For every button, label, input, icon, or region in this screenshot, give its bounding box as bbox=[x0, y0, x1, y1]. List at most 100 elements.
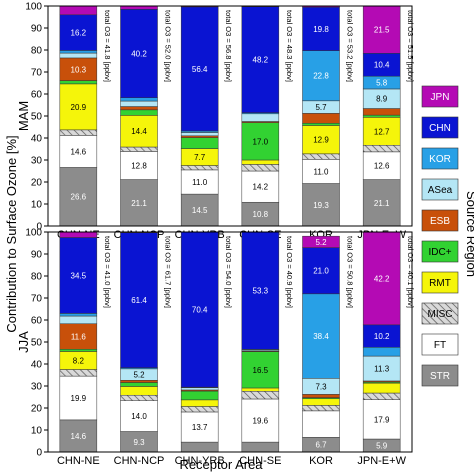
segment-ft bbox=[59, 135, 98, 168]
legend-label: IDC+ bbox=[428, 247, 451, 258]
segment-rmt bbox=[59, 83, 98, 131]
total-ozone-label: total O3 = 41.0 [ppbv] bbox=[103, 236, 112, 308]
segment-rmt bbox=[180, 399, 219, 407]
segment-value-label: 12.8 bbox=[131, 162, 147, 171]
total-ozone-label: total O3 = 51.5 [ppbv] bbox=[406, 10, 415, 82]
legend-item-rmt: RMT bbox=[421, 271, 459, 294]
segment-misc bbox=[59, 369, 98, 377]
segment-misc bbox=[180, 165, 219, 171]
legend-label: RMT bbox=[429, 278, 451, 289]
segment-idc bbox=[180, 390, 219, 401]
segment-value-label: 11.6 bbox=[71, 333, 87, 342]
y-tick-label: 0 bbox=[36, 448, 42, 459]
segment-ft bbox=[180, 169, 219, 195]
legend-swatch bbox=[421, 271, 459, 294]
y-tick-label: 90 bbox=[31, 250, 43, 261]
legend-swatch bbox=[421, 85, 459, 108]
legend: JPN CHN KOR ASea ESB IDC+ RMT MISC FT STR bbox=[421, 85, 459, 387]
segment-str bbox=[362, 179, 401, 227]
total-ozone-label: total O3 = 53.2 [ppbv] bbox=[346, 10, 355, 82]
segment-value-label: 20.9 bbox=[71, 103, 87, 112]
total-ozone-label: total O3 = 50.8 [ppbv] bbox=[346, 236, 355, 308]
y-tick-label: 10 bbox=[31, 200, 43, 211]
segment-jpn bbox=[362, 5, 401, 54]
category-label: CHN-NCP bbox=[114, 455, 165, 467]
segment-value-label: 40.2 bbox=[131, 50, 147, 59]
segment-misc bbox=[241, 391, 280, 400]
segment-str bbox=[59, 419, 98, 453]
segment-esb bbox=[120, 106, 158, 111]
legend-label: JPN bbox=[431, 92, 450, 103]
legend-label: CHN bbox=[429, 123, 451, 134]
segment-rmt bbox=[362, 117, 401, 146]
segment-idc bbox=[302, 123, 340, 126]
segment-kor bbox=[302, 293, 340, 379]
season-label: MAM bbox=[16, 101, 31, 131]
legend-label: ESB bbox=[430, 216, 450, 227]
segment-esb bbox=[120, 380, 158, 383]
segment-rmt bbox=[362, 382, 401, 394]
bar-kor: 6.7 7.3 38.4 21.0 5.2 total O3 = 50.8 [ppbv] bbox=[302, 235, 355, 453]
y-tick-label: 70 bbox=[31, 68, 43, 79]
legend-item-asea: ASea bbox=[421, 178, 459, 201]
segment-jpn bbox=[302, 235, 340, 248]
legend-label: ASea bbox=[428, 185, 453, 196]
segment-chn bbox=[302, 247, 340, 295]
legend-swatch bbox=[421, 302, 459, 325]
segment-jpn bbox=[59, 231, 98, 238]
segment-value-label: 19.3 bbox=[313, 201, 329, 210]
segment-misc bbox=[120, 146, 158, 152]
segment-rmt bbox=[302, 125, 340, 155]
legend-swatch bbox=[421, 116, 459, 139]
segment-value-label: 21.5 bbox=[374, 26, 390, 35]
total-ozone-label: total O3 = 54.0 [ppbv] bbox=[224, 236, 233, 308]
segment-asea bbox=[180, 387, 219, 391]
segment-value-label: 10.4 bbox=[374, 61, 390, 70]
category-label: CHN-SE bbox=[239, 455, 281, 467]
segment-str bbox=[180, 441, 219, 453]
segment-value-label: 10.3 bbox=[71, 65, 87, 74]
total-ozone-label: total O3 = 41.8 [ppbv] bbox=[103, 10, 112, 82]
segment-str bbox=[59, 167, 98, 227]
y-tick-label: 40 bbox=[31, 360, 43, 371]
segment-value-label: 19.6 bbox=[253, 417, 269, 426]
y-tick-label: 40 bbox=[31, 134, 43, 145]
segment-value-label: 8.2 bbox=[73, 356, 85, 365]
segment-asea bbox=[241, 113, 280, 122]
segment-value-label: 17.9 bbox=[374, 415, 390, 424]
segment-ft bbox=[120, 400, 158, 432]
segment-value-label: 14.2 bbox=[253, 183, 269, 192]
y-axis-label: Contribution to Surface Ozone [%] bbox=[4, 135, 19, 332]
y-tick-label: 100 bbox=[25, 228, 42, 239]
legend-item-misc: MISC bbox=[421, 302, 459, 325]
segment-value-label: 10.2 bbox=[374, 332, 390, 341]
y-tick-label: 90 bbox=[31, 24, 43, 35]
segment-value-label: 21.1 bbox=[374, 199, 390, 208]
segment-rmt bbox=[241, 387, 280, 392]
segment-asea bbox=[59, 52, 98, 59]
segment-misc bbox=[59, 129, 98, 136]
y-tick-label: 60 bbox=[31, 90, 43, 101]
segment-str bbox=[120, 179, 158, 227]
segment-misc bbox=[302, 153, 340, 160]
segment-value-label: 7.3 bbox=[315, 382, 327, 391]
segment-idc bbox=[120, 382, 158, 387]
segment-value-label: 5.8 bbox=[376, 79, 388, 88]
segment-value-label: 34.5 bbox=[71, 271, 87, 280]
segment-value-label: 11.3 bbox=[374, 365, 390, 374]
legend-item-kor: KOR bbox=[421, 147, 459, 170]
segment-misc bbox=[180, 406, 219, 413]
x-axis-label: Receptor Area bbox=[179, 457, 263, 472]
legend-swatch bbox=[421, 209, 459, 232]
legend-swatch bbox=[421, 364, 459, 387]
segment-value-label: 53.3 bbox=[253, 287, 269, 296]
legend-swatch bbox=[421, 240, 459, 263]
legend-title: Source Region bbox=[464, 191, 474, 277]
segment-value-label: 10.8 bbox=[253, 210, 269, 219]
segment-chn bbox=[180, 6, 219, 132]
bar-jpn-e+w: 21.1 12.6 12.7 8.9 5.8 10.4 21.5 total O3 = 51.… bbox=[362, 5, 415, 227]
total-ozone-label: total O3 = 48.3 [ppbv] bbox=[285, 10, 294, 82]
segment-misc bbox=[120, 394, 158, 401]
segment-value-label: 14.5 bbox=[192, 206, 208, 215]
